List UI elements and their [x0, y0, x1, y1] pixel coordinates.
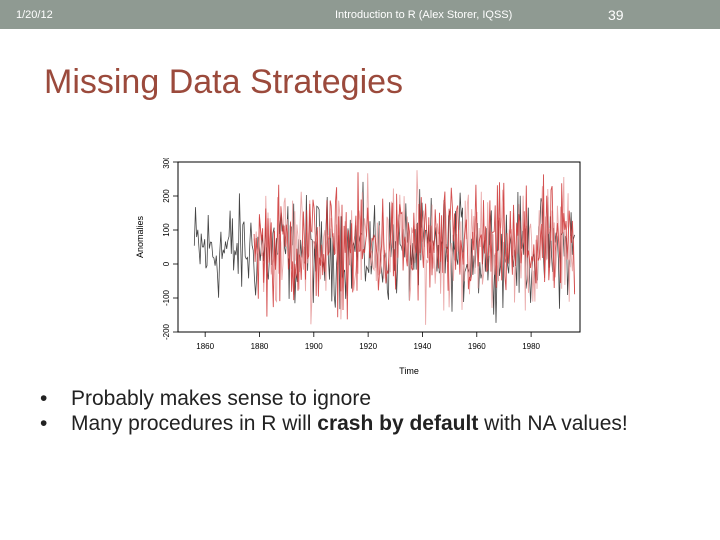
slide-number: 39 — [608, 7, 624, 23]
y-tick-label: 0 — [162, 261, 171, 266]
x-tick-label: 1900 — [305, 342, 323, 351]
x-tick-label: 1860 — [196, 342, 214, 351]
bullet-item: • Probably makes sense to ignore — [40, 386, 680, 411]
y-axis-label: Anomalies — [135, 215, 145, 258]
bullet-dot: • — [40, 387, 48, 410]
y-tick-label: 100 — [162, 223, 171, 237]
x-tick-label: 1940 — [414, 342, 432, 351]
slide-title: Missing Data Strategies — [44, 63, 404, 101]
y-tick-label: -100 — [162, 289, 171, 306]
bullet-item: • Many procedures in R will crash by def… — [40, 411, 680, 436]
x-tick-label: 1880 — [251, 342, 269, 351]
bullet-bold-text: crash by default — [317, 412, 479, 435]
anomalies-chart: 1860 1880 1900 1920 1940 1960 1980 -200 -100 0 100… — [135, 158, 581, 376]
y-tick-label: 300 — [162, 158, 171, 169]
bullet-dot: • — [40, 412, 48, 435]
y-tick-label: -200 — [162, 323, 171, 340]
plot-frame — [177, 161, 581, 333]
header-footer-text: Introduction to R (Alex Storer, IQSS) — [335, 9, 513, 21]
x-tick-label: 1920 — [359, 342, 377, 351]
header-bar: 1/20/12 Introduction to R (Alex Storer, … — [0, 0, 720, 29]
bullet-list: • Probably makes sense to ignore • Many … — [40, 386, 680, 436]
header-date: 1/20/12 — [16, 9, 53, 21]
y-tick-label: 200 — [162, 189, 171, 203]
bullet-text: Probably makes sense to ignore — [71, 387, 371, 410]
bullet-text-end: with NA values! — [478, 412, 628, 435]
x-tick-label: 1960 — [468, 342, 486, 351]
x-tick-label: 1980 — [522, 342, 540, 351]
series-imputed-line — [253, 172, 576, 320]
bullet-text: Many procedures in R will — [71, 412, 318, 435]
x-axis-label: Time — [399, 366, 419, 376]
